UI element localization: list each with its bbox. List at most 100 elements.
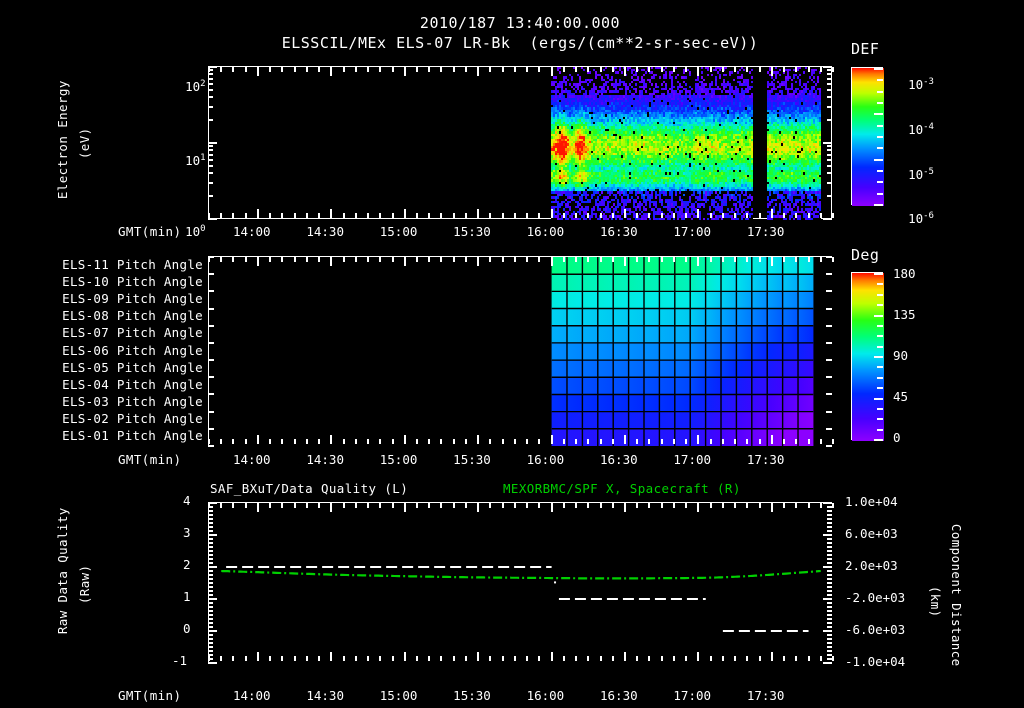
mid-y-tick-mark xyxy=(208,376,214,378)
bottom-left-tick-label: 0 xyxy=(183,621,191,636)
x-tick-mark xyxy=(771,503,773,512)
def-tick-m4: 10-4 xyxy=(893,107,934,137)
x-tick-mark xyxy=(416,257,418,262)
x-tick-mark xyxy=(232,257,234,262)
x-tick-mark xyxy=(771,67,773,76)
y-tick-mark xyxy=(823,66,832,68)
x-tick-mark xyxy=(428,503,430,508)
x-tick-mark xyxy=(465,213,467,218)
x-tick-mark xyxy=(587,67,589,72)
x-tick-mark xyxy=(612,213,614,218)
x-tick-mark xyxy=(820,439,822,444)
bottom-y-tick-mark xyxy=(827,642,832,644)
x-tick-mark xyxy=(673,67,675,72)
x-tick-mark xyxy=(428,67,430,72)
mid-y-tick-mark xyxy=(208,325,214,327)
x-tick-mark xyxy=(281,656,283,661)
x-tick-mark xyxy=(600,503,602,508)
x-tick-mark xyxy=(489,503,491,508)
x-tick-mark xyxy=(697,67,699,76)
mid-y-tick-mark xyxy=(826,308,832,310)
x-tick-mark xyxy=(551,503,553,512)
bottom-y-tick-mark xyxy=(827,614,832,616)
y-tick-mark xyxy=(827,145,832,147)
top-ytick-2: 102 xyxy=(170,64,206,94)
x-tick-mark xyxy=(685,257,687,262)
x-tick-mark xyxy=(746,656,748,661)
x-tick-mark xyxy=(440,439,442,444)
bottom-y-tick-mark xyxy=(827,594,832,596)
x-tick-mark xyxy=(673,656,675,661)
mid-y-tick-mark xyxy=(826,359,832,361)
deg-colorbar-title: Deg xyxy=(851,246,880,264)
x-tick-mark xyxy=(575,67,577,72)
x-tick-mark xyxy=(257,209,259,218)
x-tick-mark xyxy=(710,439,712,444)
bottom-y-tick-mark xyxy=(208,566,217,568)
bottom-y-tick-mark xyxy=(823,630,832,632)
x-tick-mark xyxy=(636,213,638,218)
mid-y-tick-mark xyxy=(208,393,214,395)
x-tick-mark xyxy=(245,503,247,508)
x-tick-mark xyxy=(343,257,345,262)
bottom-y-tick-mark xyxy=(208,638,213,640)
x-tick-mark xyxy=(624,67,626,76)
x-tick-mark xyxy=(832,656,834,661)
bottom-xlabel: GMT(min) xyxy=(118,688,182,703)
x-tick-mark xyxy=(281,439,283,444)
bottom-y-tick-mark xyxy=(208,590,213,592)
x-tick-mark xyxy=(759,257,761,262)
x-tick-mark xyxy=(538,213,540,218)
x-tick-mark xyxy=(416,439,418,444)
bottom-y-tick-mark xyxy=(208,594,213,596)
x-tick-mark xyxy=(502,439,504,444)
x-tick-label: 14:30 xyxy=(306,452,344,467)
x-tick-mark xyxy=(379,503,381,508)
x-tick-mark xyxy=(220,67,222,72)
x-tick-mark xyxy=(257,257,259,266)
x-tick-mark xyxy=(746,503,748,508)
bottom-y-tick-mark xyxy=(208,650,213,652)
bottom-y-tick-mark xyxy=(827,522,832,524)
colorbar-tick xyxy=(877,125,883,127)
x-tick-mark xyxy=(367,257,369,262)
x-tick-mark xyxy=(355,213,357,218)
x-tick-mark xyxy=(612,257,614,262)
x-tick-mark xyxy=(416,213,418,218)
x-tick-mark xyxy=(330,503,332,512)
x-tick-mark xyxy=(514,257,516,262)
x-tick-mark xyxy=(832,67,834,72)
pitch-angle-row-label: ELS-01 Pitch Angle xyxy=(62,428,203,444)
x-tick-mark xyxy=(220,439,222,444)
x-tick-mark xyxy=(697,257,699,266)
x-tick-mark xyxy=(489,67,491,72)
x-tick-mark xyxy=(416,503,418,508)
bottom-y-tick-mark xyxy=(827,626,832,628)
y-tick-mark xyxy=(208,182,213,184)
bottom-y-tick-mark xyxy=(827,530,832,532)
mid-y-tick-mark xyxy=(208,359,214,361)
x-tick-label: 14:30 xyxy=(306,688,344,703)
pitch-angle-row-label: ELS-09 Pitch Angle xyxy=(62,290,203,306)
bottom-y-tick-mark xyxy=(208,582,213,584)
x-tick-mark xyxy=(294,67,296,72)
x-tick-mark xyxy=(404,652,406,661)
x-tick-mark xyxy=(477,652,479,661)
colorbar-tick xyxy=(877,418,883,420)
bottom-y-tick-mark xyxy=(827,550,832,552)
def-tick-m6: 10-6 xyxy=(893,196,934,226)
x-tick-mark xyxy=(722,656,724,661)
def-tick-m6-mantissa: 10 xyxy=(908,211,924,227)
mid-y-tick-mark xyxy=(208,256,214,258)
x-tick-mark xyxy=(220,503,222,508)
x-tick-mark xyxy=(392,257,394,262)
x-tick-mark xyxy=(685,213,687,218)
top-ytick-2-exp: 2 xyxy=(200,79,206,89)
x-tick-mark xyxy=(697,503,699,512)
x-tick-mark xyxy=(783,439,785,444)
x-tick-mark xyxy=(465,503,467,508)
x-tick-mark xyxy=(330,435,332,444)
x-tick-mark xyxy=(624,652,626,661)
x-tick-mark xyxy=(575,656,577,661)
x-tick-mark xyxy=(538,67,540,72)
